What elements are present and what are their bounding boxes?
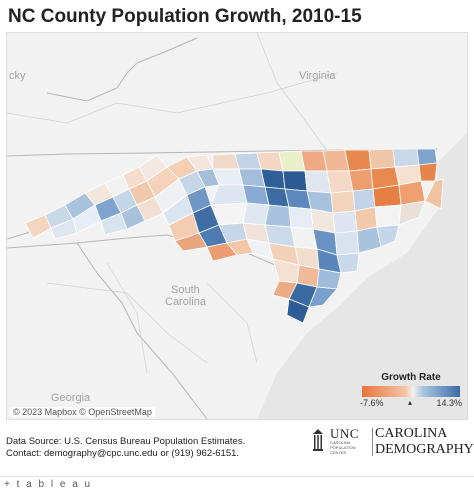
county	[332, 210, 358, 234]
county	[210, 184, 248, 206]
county	[272, 280, 298, 300]
legend-marker-icon: ▴	[407, 398, 412, 407]
border-ky-va	[46, 62, 138, 102]
map-attribution[interactable]: © 2023 Mapbox © OpenStreetMap	[10, 407, 155, 417]
carolina-demography-logo: UNC CAROLINA POPULATION CENTER CAROLINA …	[312, 426, 474, 458]
legend-labels: -7.6% ▴ 14.3%	[360, 398, 462, 408]
county	[256, 151, 284, 172]
footer-line-contact: Contact: demography@cpc.unc.edu or (919)…	[6, 448, 240, 459]
legend-max-label: 14.3%	[436, 398, 462, 408]
county	[238, 168, 266, 188]
footer-source: Data Source: U.S. Census Bureau Populati…	[6, 436, 245, 460]
tableau-footer-bar: + t a b l e a u	[0, 476, 474, 494]
county	[326, 170, 354, 194]
state-label-va: Virginia	[299, 70, 336, 82]
county	[336, 252, 360, 274]
legend-color-ramp	[362, 386, 460, 397]
county	[376, 224, 400, 248]
county	[242, 202, 270, 226]
county	[260, 168, 286, 190]
county	[212, 153, 240, 170]
legend-title: Growth Rate	[381, 372, 441, 383]
old-well-icon	[313, 429, 323, 451]
logo-unc-subtitle: CAROLINA POPULATION CENTER	[330, 440, 356, 455]
logo-line-carolina: CAROLINA	[375, 426, 448, 441]
county	[330, 190, 356, 214]
logo-unc: UNC	[330, 426, 359, 441]
ocean-area	[257, 133, 467, 419]
county	[424, 178, 444, 210]
border-va-nc	[7, 148, 438, 157]
county	[304, 170, 332, 194]
county	[416, 148, 438, 166]
legend-min-label: -7.6%	[360, 398, 384, 408]
county	[348, 168, 374, 192]
county	[398, 200, 426, 226]
county	[288, 206, 314, 230]
county	[392, 148, 420, 168]
roads	[7, 33, 338, 374]
page-title: NC County Population Growth, 2010-15	[8, 6, 362, 27]
county	[308, 286, 338, 308]
border-ga-tn	[7, 242, 78, 249]
map-canvas[interactable]: cky Virginia South Carolina Georgia	[7, 33, 467, 419]
nc-counties	[24, 148, 444, 324]
county	[322, 149, 350, 172]
county	[278, 150, 306, 172]
state-label-sc-2: Carolina	[165, 296, 207, 308]
county	[418, 162, 438, 182]
border-ga-sc	[76, 242, 208, 419]
county	[344, 149, 372, 172]
map-view[interactable]: cky Virginia South Carolina Georgia © 20…	[6, 32, 468, 420]
county	[286, 298, 310, 324]
county	[282, 170, 308, 192]
logo-carolina-demography: CAROLINA DEMOGRAPHY	[375, 426, 474, 458]
state-label-sc-1: South	[171, 284, 200, 296]
growth-rate-legend: Growth Rate -7.6% ▴ 14.3%	[356, 372, 466, 408]
county	[374, 204, 402, 228]
county	[334, 230, 360, 256]
border-va-wv	[136, 37, 198, 64]
county	[372, 184, 402, 208]
county	[234, 152, 262, 170]
logo-line-demography: DEMOGRAPHY	[375, 442, 474, 457]
county	[264, 204, 292, 228]
county	[300, 150, 328, 172]
state-label-ky: cky	[9, 70, 26, 82]
footer-line-data-source: Data Source: U.S. Census Bureau Populati…	[6, 436, 246, 447]
county	[368, 148, 396, 170]
county	[316, 268, 342, 290]
tableau-logo[interactable]: + t a b l e a u	[4, 479, 93, 490]
logo-divider	[372, 428, 373, 456]
state-label-ga: Georgia	[51, 392, 91, 404]
